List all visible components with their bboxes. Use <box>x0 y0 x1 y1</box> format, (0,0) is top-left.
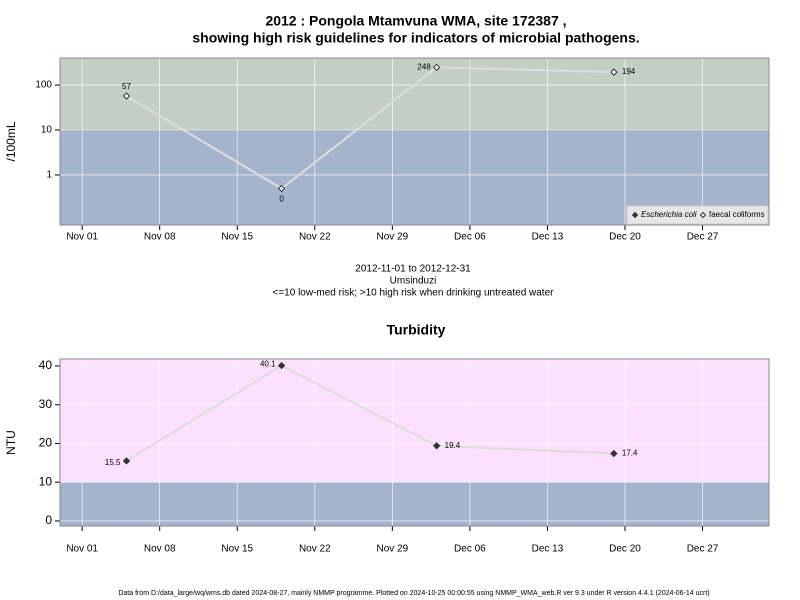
y-axis-label: /100mL <box>4 121 18 161</box>
chart-title: showing high risk guidelines for indicat… <box>192 30 639 46</box>
x-tick-label: Nov 29 <box>377 232 409 243</box>
data-label: 248 <box>417 62 431 71</box>
x-tick-label: Nov 22 <box>299 232 331 243</box>
y-tick-label: 10 <box>39 474 53 488</box>
legend-label: faecal coliforms <box>709 210 765 219</box>
data-label: 0 <box>279 195 284 204</box>
data-label: 57 <box>122 82 131 91</box>
y-tick-label: 100 <box>35 80 52 91</box>
legend-marker <box>699 211 707 219</box>
data-point <box>277 184 286 193</box>
data-label: 17.4 <box>622 449 638 458</box>
x-tick-label: Nov 15 <box>221 544 253 555</box>
band-low <box>60 482 769 526</box>
x-tick-label: Dec 06 <box>454 232 486 243</box>
data-line <box>125 364 614 462</box>
data-point <box>277 361 286 370</box>
data-point <box>432 63 441 72</box>
y-axis-label: NTU <box>4 430 18 455</box>
chart-title: Turbidity <box>387 322 446 338</box>
footer: Data from D:/data_large/wq/wms.db dated … <box>118 590 709 597</box>
caption: 2012-11-01 to 2012-12-31 <box>355 264 471 275</box>
band-high <box>60 359 769 483</box>
x-tick-label: Nov 15 <box>221 232 253 243</box>
x-tick-label: Dec 20 <box>609 544 641 555</box>
x-tick-label: Dec 13 <box>532 232 564 243</box>
y-tick-label: 0 <box>45 513 52 527</box>
caption: <=10 low-med risk; >10 high risk when dr… <box>273 288 555 299</box>
x-tick-label: Dec 27 <box>687 232 719 243</box>
data-point <box>432 442 441 450</box>
legend-marker <box>631 211 639 219</box>
data-line <box>125 66 614 190</box>
data-label: 19.4 <box>445 441 461 450</box>
x-tick-label: Nov 08 <box>144 232 176 243</box>
x-tick-label: Nov 22 <box>299 544 331 555</box>
band-high <box>60 58 769 131</box>
data-point <box>610 68 618 76</box>
chart-title: 2012 : Pongola Mtamvuna WMA, site 172387… <box>265 13 566 29</box>
data-label: 15.5 <box>105 458 121 467</box>
y-tick-label: 30 <box>39 397 53 411</box>
data-point <box>122 92 131 100</box>
y-tick-label: 20 <box>39 436 53 450</box>
x-tick-label: Nov 08 <box>144 544 176 555</box>
data-label: 194 <box>622 67 636 76</box>
x-tick-label: Dec 06 <box>454 544 486 555</box>
data-point <box>122 457 131 465</box>
caption: Umsinduzi <box>390 276 437 287</box>
x-tick-label: Nov 01 <box>66 544 98 555</box>
x-tick-label: Nov 29 <box>377 544 409 555</box>
y-tick-label: 1 <box>46 170 52 181</box>
y-tick-label: 10 <box>41 125 53 136</box>
legend-box <box>626 205 769 225</box>
plot-frame <box>59 358 770 527</box>
legend-label: Escherichia coli <box>641 210 697 219</box>
x-tick-label: Nov 01 <box>66 232 98 243</box>
x-tick-label: Dec 27 <box>687 544 719 555</box>
plot-frame <box>59 57 770 226</box>
data-point <box>610 449 618 458</box>
x-tick-label: Dec 20 <box>609 232 641 243</box>
y-tick-label: 40 <box>39 358 53 372</box>
x-tick-label: Dec 13 <box>532 544 564 555</box>
data-label: 40.1 <box>260 360 276 369</box>
